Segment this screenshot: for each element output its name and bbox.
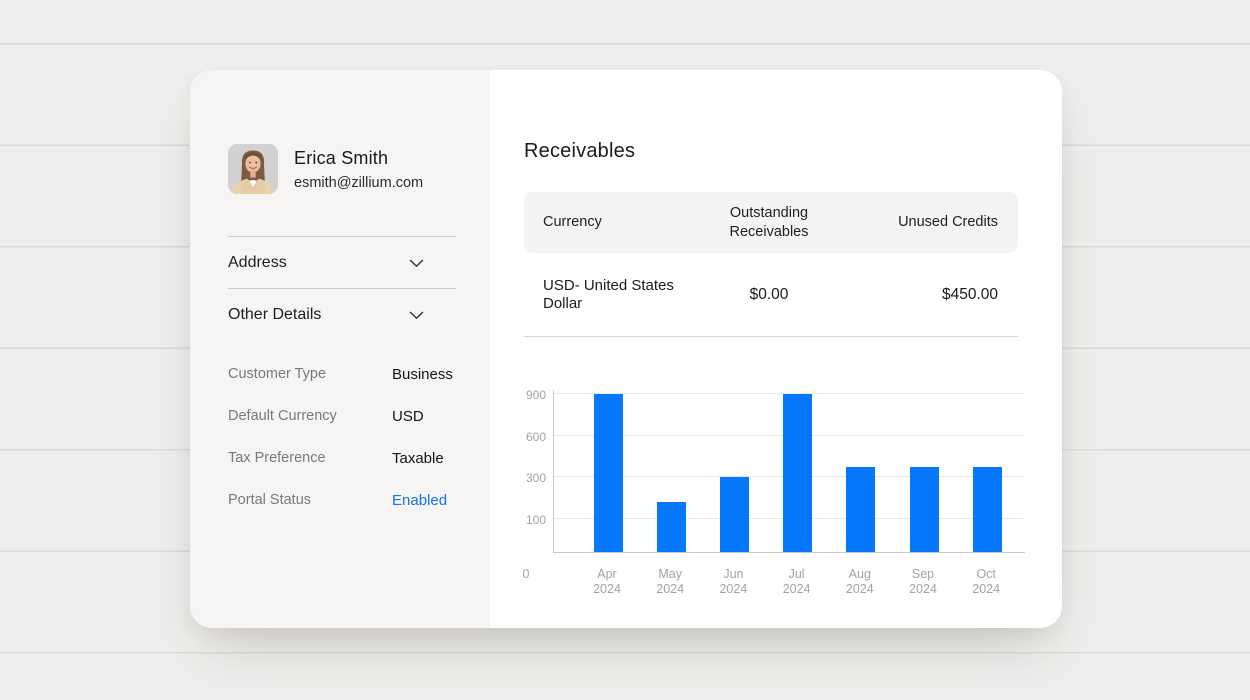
chart-bar-aug (846, 466, 876, 552)
detail-label: Default Currency (228, 408, 337, 424)
receivables-table-row: USD- United States Dollar $0.00 $450.00 (524, 253, 1018, 337)
other-details-fields: Customer Type Business Default Currency … (228, 353, 456, 521)
chart-y-tick-label: 900 (525, 388, 546, 402)
detail-row-default-currency: Default Currency USD (228, 395, 456, 437)
column-header-currency: Currency (543, 214, 602, 230)
detail-row-portal-status: Portal Status Enabled (228, 479, 456, 521)
section-other-details[interactable]: Other Details (228, 289, 456, 340)
divider (228, 288, 456, 289)
detail-label: Tax Preference (228, 450, 326, 466)
customer-profile: Erica Smith esmith@zillium.com (228, 144, 456, 194)
detail-value: USD (392, 407, 424, 425)
portal-status-link[interactable]: Enabled (392, 491, 448, 509)
chart-plot-area (553, 390, 1025, 553)
chart-y-tick-label: 600 (525, 429, 546, 444)
detail-value: Taxable (392, 449, 444, 467)
section-address-label: Address (228, 253, 287, 271)
customer-card: Erica Smith esmith@zillium.com Address O… (190, 70, 1062, 628)
column-header-outstanding-receivables: Outstanding Receivables (729, 204, 809, 240)
chart-bar-may (656, 501, 686, 552)
receivables-title: Receivables (524, 140, 636, 162)
chart-bar-oct (972, 466, 1002, 552)
divider (228, 236, 456, 237)
chart-bar-jun (719, 477, 749, 552)
chart-x-tick-label: Sep 2024 (909, 567, 937, 596)
chart-x-tick-label: Oct 2024 (972, 567, 1001, 596)
detail-value: Business (392, 365, 453, 383)
chart-y-tick-label: 100 (525, 512, 546, 527)
cell-unused-credits: $450.00 (941, 285, 998, 303)
detail-label: Customer Type (228, 366, 327, 382)
detail-label: Portal Status (228, 492, 312, 508)
receivables-chart: 900 600 300 100 0 Apr 2024 May 2024 Jun 2024 Jul 2… (523, 337, 1059, 628)
chart-y-tick-label: 300 (525, 471, 546, 485)
receivables-panel: Receivables Currency Outstanding Receiva… (490, 70, 1062, 628)
chart-origin-label: 0 (522, 567, 530, 581)
chart-x-tick-label: Apr 2024 (593, 567, 621, 596)
cell-outstanding-receivables: $0.00 (749, 285, 789, 303)
section-other-details-label: Other Details (228, 305, 322, 323)
cell-currency: USD- United States Dollar (543, 276, 674, 312)
section-address[interactable]: Address (228, 237, 456, 288)
chevron-down-icon[interactable] (409, 310, 424, 319)
column-header-unused-credits: Unused Credits (898, 214, 998, 230)
profile-identity: Erica Smith esmith@zillium.com (294, 147, 423, 192)
chart-x-tick-label: Jul 2024 (782, 567, 811, 596)
chart-bar-apr (593, 394, 623, 552)
customer-name: Erica Smith (294, 147, 389, 168)
customer-sidebar: Erica Smith esmith@zillium.com Address O… (190, 70, 490, 628)
chart-bar-jul (783, 394, 813, 552)
avatar-portrait-image (228, 144, 278, 194)
chart-x-tick-label: Aug 2024 (845, 567, 874, 596)
chart-x-tick-label: Jun 2024 (719, 567, 748, 596)
customer-email: esmith@zillium.com (294, 174, 424, 191)
detail-row-tax-preference: Tax Preference Taxable (228, 437, 456, 479)
chart-x-tick-label: May 2024 (656, 567, 685, 596)
detail-row-customer-type: Customer Type Business (228, 353, 456, 395)
chart-bar-sep (909, 466, 939, 552)
receivables-table-header: Currency Outstanding Receivables Unused … (524, 192, 1018, 253)
chevron-down-icon[interactable] (409, 258, 424, 267)
avatar (228, 144, 278, 194)
chart-gridline (554, 393, 1025, 394)
